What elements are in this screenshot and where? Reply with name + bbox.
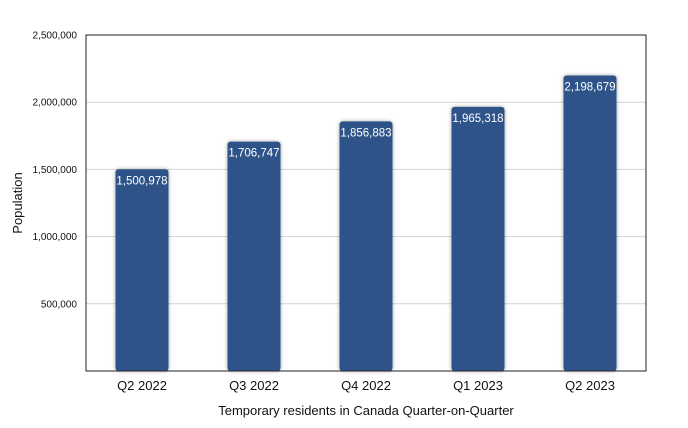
bars: 1,500,978 1,706,747 1,856,883 1,965,318 2,19… (115, 75, 617, 371)
y-tick-labels: 500,000 1,000,000 1,500,000 2,000,000 2,500,… (33, 31, 78, 311)
y-axis-title: Population (10, 172, 25, 233)
y-tick-label: 1,500,000 (33, 165, 78, 176)
x-axis-title: Temporary residents in Canada Quarter-on… (218, 403, 514, 418)
y-tick-label: 500,000 (41, 299, 78, 310)
bar (227, 141, 281, 371)
bar (563, 75, 617, 371)
x-tick-labels: Q2 2022 Q3 2022 Q4 2022 Q1 2023 Q2 2023 (117, 378, 615, 393)
bar-value-label: 1,965,318 (452, 113, 503, 125)
y-tick-label: 1,000,000 (33, 232, 78, 243)
bar-value-label: 1,706,747 (228, 148, 279, 160)
x-tick-label: Q2 2022 (117, 378, 167, 393)
plot-frame (85, 34, 647, 372)
x-tick-label: Q1 2023 (453, 378, 503, 393)
x-tick-label: Q2 2023 (565, 378, 615, 393)
bar-value-label: 1,856,883 (340, 127, 391, 139)
x-tick-label: Q3 2022 (229, 378, 279, 393)
x-tick-label: Q4 2022 (341, 378, 391, 393)
y-tick-label: 2,500,000 (33, 31, 78, 42)
bar (451, 106, 505, 371)
bar (115, 169, 169, 371)
y-tick-label: 2,000,000 (33, 98, 78, 109)
bar-value-label: 1,500,978 (116, 175, 167, 187)
bar (339, 121, 393, 371)
bar-value-label: 2,198,679 (564, 81, 615, 93)
